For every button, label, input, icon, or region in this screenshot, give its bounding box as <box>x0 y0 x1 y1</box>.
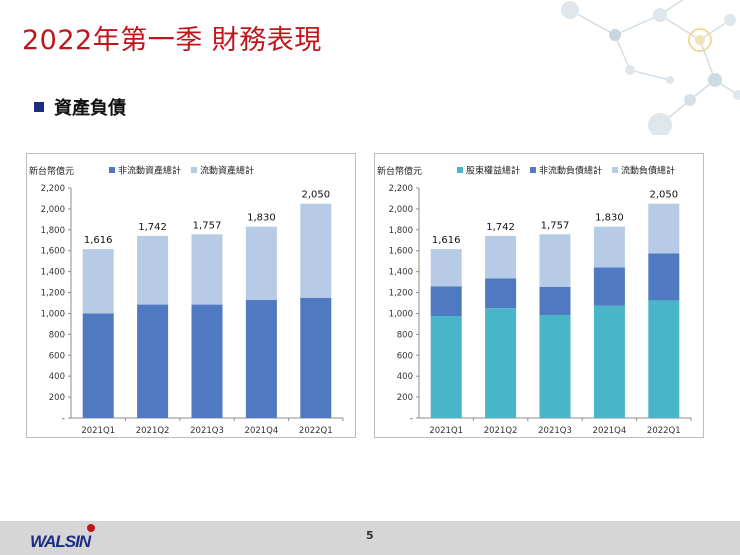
legend-label: 流動資產總計 <box>200 165 254 177</box>
bar-segment <box>539 315 571 418</box>
y-tick-label: - <box>62 414 65 424</box>
legend-label: 流動負債總計 <box>621 165 675 177</box>
y-tick-label: 1,000 <box>389 309 413 319</box>
y-tick-label: 1,600 <box>389 247 413 257</box>
bar-segment <box>485 278 517 309</box>
bar-segment <box>137 235 169 305</box>
bar-segment <box>648 253 680 301</box>
assets-chart-svg: 新台幣億元 非流動資產總計 流動資產總計 - 200 400 600 800 1,000 1,20… <box>29 165 344 436</box>
bar-segment <box>137 304 169 418</box>
legend-swatch <box>457 167 463 173</box>
y-tick-label: 2,200 <box>389 184 413 194</box>
page-number: 5 <box>366 529 374 542</box>
x-tick-label: 2021Q4 <box>245 426 279 436</box>
slide-title: 2022年第一季 財務表現 <box>22 25 322 56</box>
y-tick-label: 1,600 <box>41 247 65 257</box>
y-tick-label: 1,400 <box>389 268 413 278</box>
bar-segment <box>191 304 223 418</box>
y-tick-label: 1,800 <box>41 226 65 236</box>
bar-segment <box>485 308 517 418</box>
section-bullet <box>34 102 44 112</box>
data-label-total: 1,742 <box>138 222 167 233</box>
y-tick-label: 1,200 <box>41 289 65 299</box>
bar-segment <box>593 305 625 418</box>
bar-segment <box>430 286 462 317</box>
data-label-total: 1,830 <box>595 213 624 224</box>
bar-segment <box>648 300 680 418</box>
y-tick-label: - <box>410 414 413 424</box>
y-tick-label: 200 <box>49 393 65 403</box>
bar-segment <box>245 299 277 418</box>
section-label: 資產負債 <box>54 98 126 119</box>
bar-segment <box>648 203 680 254</box>
y-tick-label: 400 <box>49 372 65 382</box>
y-tick-label: 200 <box>397 393 413 403</box>
y-tick-label: 800 <box>49 330 65 340</box>
legend-label: 非流動負債總計 <box>539 165 602 177</box>
y-tick-label: 1,400 <box>41 268 65 278</box>
data-label-total: 1,830 <box>247 213 276 224</box>
assets-chart: 新台幣億元 非流動資產總計 流動資產總計 - 200 400 600 800 1,000 1,20… <box>26 153 356 438</box>
y-tick-label: 800 <box>397 330 413 340</box>
x-tick-label: 2021Q1 <box>81 426 115 436</box>
unit-label: 新台幣億元 <box>377 165 422 177</box>
data-label-total: 1,757 <box>541 220 570 231</box>
bar-segment <box>82 249 114 314</box>
bar-segment <box>300 203 332 298</box>
bar-segment <box>191 234 223 305</box>
data-label-total: 1,757 <box>193 220 222 231</box>
bar-segment <box>300 297 332 418</box>
y-tick-label: 600 <box>397 351 413 361</box>
x-tick-label: 2021Q4 <box>593 426 627 436</box>
data-label-total: 1,616 <box>84 235 113 246</box>
x-tick-label: 2022Q1 <box>647 426 681 436</box>
legend-swatch <box>191 167 197 173</box>
bar-segment <box>539 286 571 316</box>
x-tick-label: 2021Q3 <box>538 426 572 436</box>
x-tick-label: 2021Q3 <box>190 426 224 436</box>
bar-segment <box>593 267 625 306</box>
y-tick-label: 2,000 <box>389 205 413 215</box>
x-tick-label: 2021Q2 <box>136 426 170 436</box>
liabilities-equity-chart: 新台幣億元 股東權益總計 非流動負債總計 流動負債總計 - 200 400 600 800 1,0… <box>374 153 704 438</box>
data-label-total: 2,050 <box>649 190 678 201</box>
legend-swatch <box>612 167 618 173</box>
x-tick-label: 2021Q2 <box>484 426 518 436</box>
legend-swatch <box>109 167 115 173</box>
walsin-logo: WALSIN <box>30 524 95 551</box>
y-tick-label: 2,200 <box>41 184 65 194</box>
bar-segment <box>485 235 517 279</box>
bar-segment <box>430 249 462 287</box>
bar-segment <box>539 234 571 287</box>
unit-label: 新台幣億元 <box>29 165 74 177</box>
x-tick-label: 2022Q1 <box>299 426 333 436</box>
legend-label: 非流動資產總計 <box>118 165 181 177</box>
molecule-decoration <box>561 0 740 135</box>
liabilities-equity-chart-svg: 新台幣億元 股東權益總計 非流動負債總計 流動負債總計 - 200 400 600 800 1,0… <box>377 165 692 436</box>
bar-segment <box>430 316 462 418</box>
x-tick-label: 2021Q1 <box>429 426 463 436</box>
section-heading: 資產負債 <box>34 94 126 120</box>
y-tick-label: 2,000 <box>41 205 65 215</box>
y-tick-label: 1,000 <box>41 309 65 319</box>
bar-segment <box>82 313 114 418</box>
bar-segment <box>593 226 625 268</box>
bar-segment <box>245 226 277 300</box>
footer-bar: WALSIN 5 <box>0 521 740 555</box>
legend-label: 股東權益總計 <box>466 165 520 177</box>
data-label-total: 1,742 <box>486 222 515 233</box>
data-label-total: 1,616 <box>432 235 461 246</box>
svg-text:WALSIN: WALSIN <box>30 532 92 551</box>
y-tick-label: 400 <box>397 372 413 382</box>
y-tick-label: 1,200 <box>389 289 413 299</box>
data-label-total: 2,050 <box>301 190 330 201</box>
y-tick-label: 600 <box>49 351 65 361</box>
y-tick-label: 1,800 <box>389 226 413 236</box>
legend-swatch <box>530 167 536 173</box>
